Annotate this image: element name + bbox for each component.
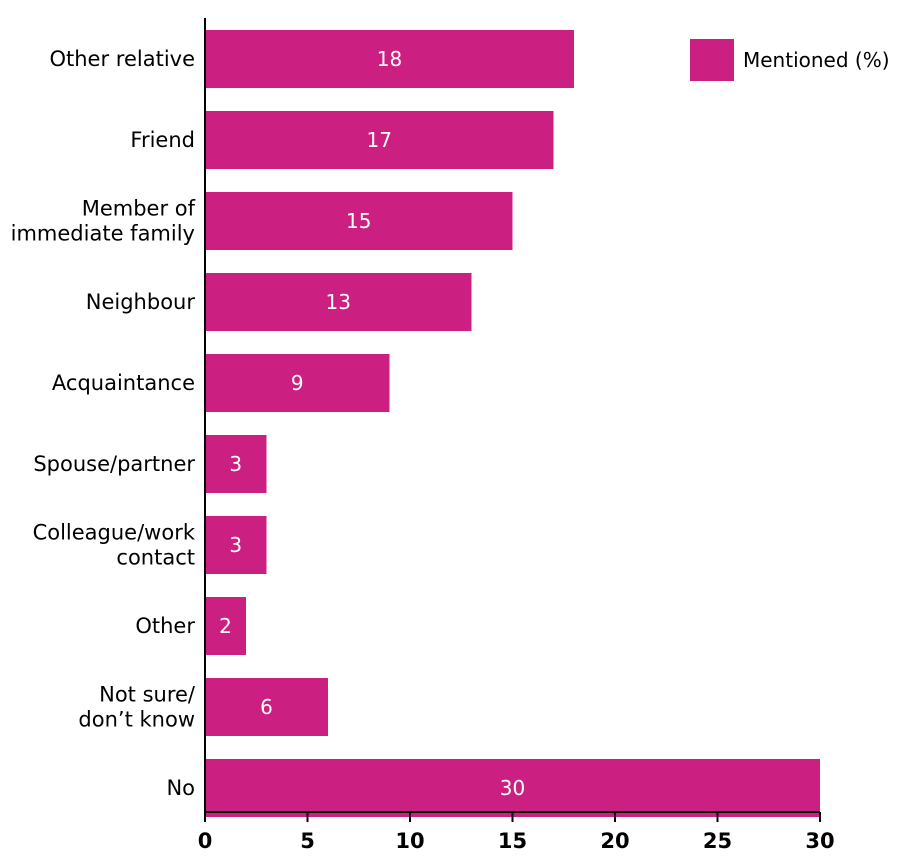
category-label: Member of bbox=[82, 197, 196, 221]
category-label: Other bbox=[135, 614, 195, 638]
category-label: contact bbox=[116, 546, 195, 570]
x-axis-ticks: 0 5 10 15 20 25 30 bbox=[198, 812, 835, 853]
bar bbox=[205, 597, 246, 655]
data-label: 13 bbox=[326, 290, 351, 314]
category-label: No bbox=[166, 776, 195, 800]
x-tick-label: 0 bbox=[198, 829, 213, 853]
data-label: 9 bbox=[291, 371, 304, 395]
data-label: 17 bbox=[367, 128, 392, 152]
category-label: Friend bbox=[130, 128, 195, 152]
x-tick-label: 15 bbox=[498, 829, 527, 853]
data-label: 15 bbox=[346, 209, 371, 233]
x-tick-label: 30 bbox=[805, 829, 834, 853]
bar bbox=[205, 435, 267, 493]
category-label: Other relative bbox=[49, 47, 195, 71]
bar bbox=[205, 30, 574, 88]
x-tick-label: 10 bbox=[395, 829, 424, 853]
data-label: 3 bbox=[229, 533, 242, 557]
x-tick-label: 20 bbox=[600, 829, 629, 853]
legend-label: Mentioned (%) bbox=[743, 48, 890, 72]
bars-group: 18 17 15 13 9 3 3 2 6 30 bbox=[205, 30, 820, 817]
legend: Mentioned (%) bbox=[690, 39, 890, 81]
legend-swatch bbox=[690, 39, 734, 81]
category-label: don’t know bbox=[78, 708, 195, 732]
bar bbox=[205, 192, 513, 250]
data-label: 2 bbox=[219, 614, 232, 638]
category-label: immediate family bbox=[11, 222, 195, 246]
bar bbox=[205, 273, 472, 331]
category-label: Neighbour bbox=[86, 290, 196, 314]
bar bbox=[205, 678, 328, 736]
bar bbox=[205, 111, 554, 169]
data-label: 6 bbox=[260, 695, 273, 719]
category-label: Spouse/partner bbox=[33, 452, 195, 476]
category-label: Colleague/work bbox=[33, 521, 196, 545]
category-label: Acquaintance bbox=[52, 371, 195, 395]
bar bbox=[205, 759, 820, 817]
category-label: Not sure/ bbox=[99, 683, 196, 707]
data-label: 18 bbox=[377, 47, 402, 71]
data-label: 3 bbox=[229, 452, 242, 476]
x-tick-label: 25 bbox=[703, 829, 732, 853]
x-tick-label: 5 bbox=[300, 829, 315, 853]
bar bbox=[205, 354, 390, 412]
bar bbox=[205, 516, 267, 574]
data-label: 30 bbox=[500, 776, 525, 800]
